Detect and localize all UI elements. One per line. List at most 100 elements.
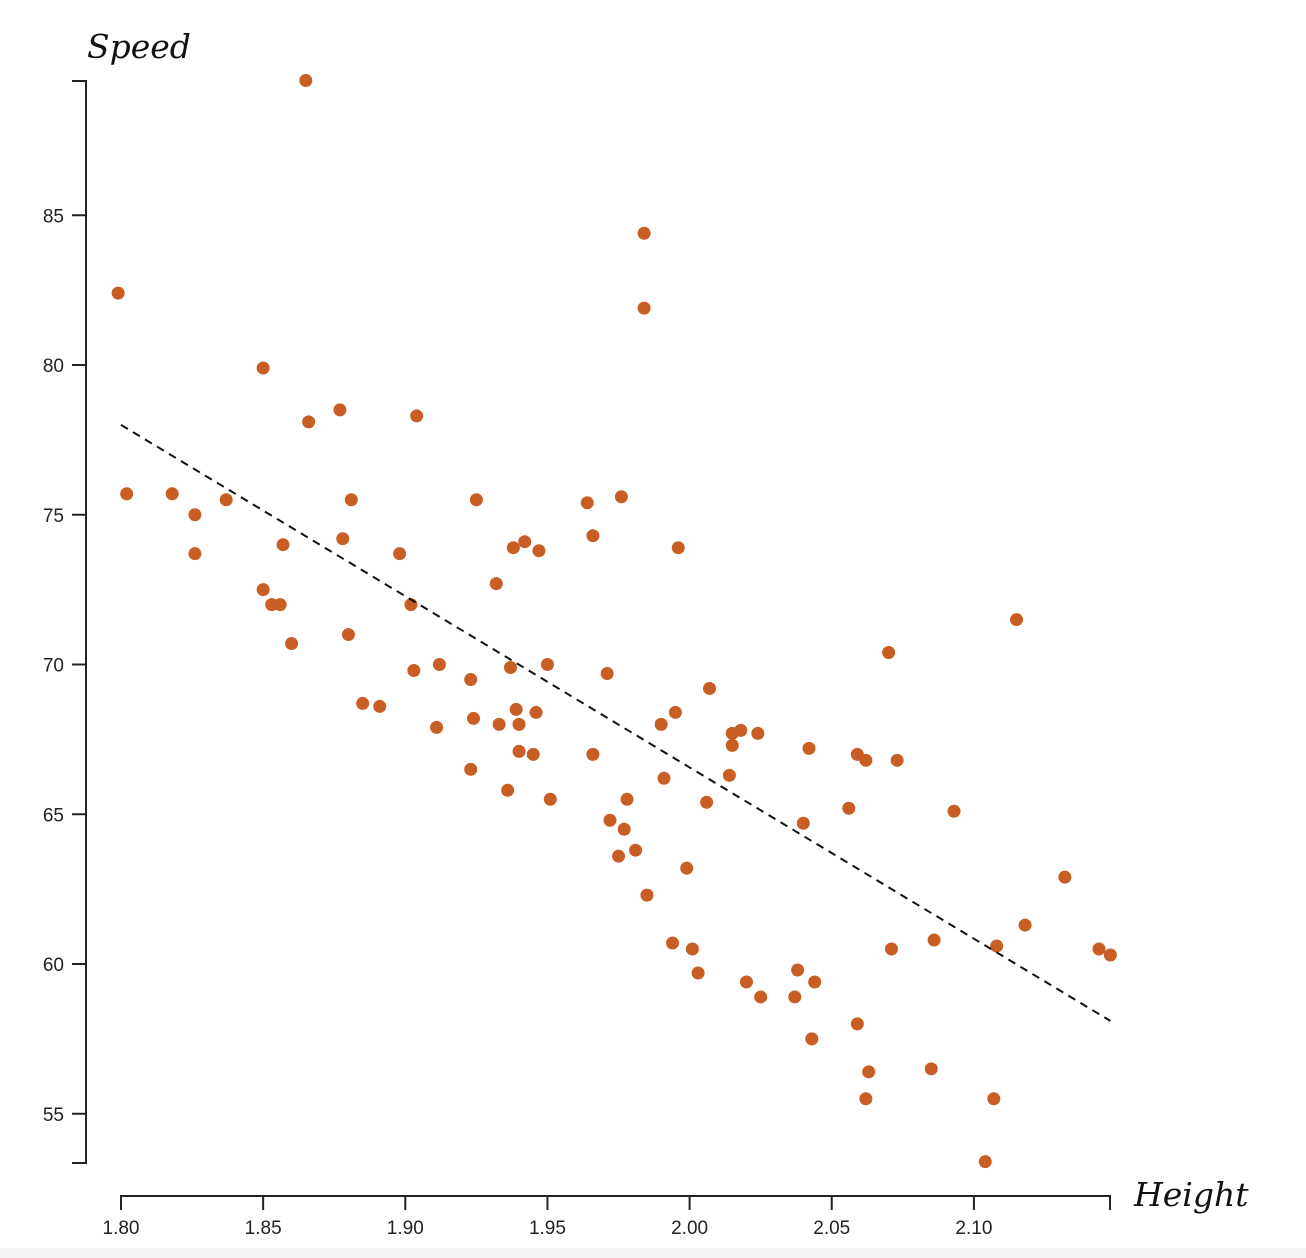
data-point <box>987 1092 1001 1106</box>
data-point <box>518 535 532 549</box>
data-point <box>685 942 699 956</box>
data-point <box>654 717 668 731</box>
data-point <box>859 753 873 767</box>
data-point <box>734 723 748 737</box>
y-ticks: 55 60 65 70 75 80 85 <box>43 206 86 1126</box>
data-point <box>842 801 856 815</box>
data-point <box>1103 948 1117 962</box>
data-point <box>1018 918 1032 932</box>
data-point <box>788 990 802 1004</box>
x-ticks: 1.80 1.85 1.90 1.95 2.00 2.05 2.10 <box>103 1196 992 1239</box>
data-point <box>890 753 904 767</box>
data-point <box>580 496 594 510</box>
data-point <box>299 73 313 87</box>
data-point <box>850 1017 864 1031</box>
data-point <box>802 741 816 755</box>
data-point <box>407 663 421 677</box>
data-point <box>862 1065 876 1079</box>
data-point <box>503 660 517 674</box>
y-axis-title: Speed <box>87 27 191 66</box>
data-point <box>990 939 1004 953</box>
data-point <box>808 975 822 989</box>
data-point <box>111 286 125 300</box>
data-point <box>666 936 680 950</box>
data-point <box>188 508 202 522</box>
data-point <box>640 888 654 902</box>
data-point <box>600 666 614 680</box>
data-point <box>947 804 961 818</box>
data-point <box>796 816 810 830</box>
y-tick-label: 55 <box>43 1105 64 1126</box>
data-point <box>256 583 270 597</box>
data-point <box>754 990 768 1004</box>
data-point <box>492 717 506 731</box>
data-point <box>751 726 765 740</box>
data-point <box>1092 942 1106 956</box>
data-point <box>344 493 358 507</box>
data-point <box>219 493 233 507</box>
x-tick-label: 1.85 <box>245 1218 282 1239</box>
data-point <box>532 544 546 558</box>
data-point <box>302 415 316 429</box>
data-point <box>586 529 600 543</box>
data-point <box>256 361 270 375</box>
data-point <box>1058 870 1072 884</box>
data-point <box>927 933 941 947</box>
data-point <box>700 795 714 809</box>
data-point <box>586 747 600 761</box>
data-point <box>668 705 682 719</box>
x-tick-label: 1.80 <box>103 1218 140 1239</box>
data-point <box>512 744 526 758</box>
data-point <box>791 963 805 977</box>
data-point <box>1010 613 1024 627</box>
y-axis: 55 60 65 70 75 80 85 <box>43 80 87 1164</box>
footer-band <box>0 1248 1306 1258</box>
x-axis: 1.80 1.85 1.90 1.95 2.00 2.05 2.10 <box>103 1195 1111 1239</box>
y-tick-label: 65 <box>43 805 64 826</box>
data-point <box>805 1032 819 1046</box>
y-tick-label: 75 <box>43 506 64 527</box>
data-point <box>612 849 626 863</box>
data-point <box>285 637 299 651</box>
data-point <box>410 409 424 423</box>
data-point <box>614 490 628 504</box>
x-tick-label: 1.95 <box>529 1218 566 1239</box>
x-axis-line <box>120 1195 1111 1210</box>
x-tick-label: 2.00 <box>671 1218 708 1239</box>
data-point <box>629 843 643 857</box>
data-point <box>120 487 134 501</box>
data-point <box>526 747 540 761</box>
y-tick-label: 70 <box>43 656 64 677</box>
data-point <box>333 403 347 417</box>
y-tick-label: 85 <box>43 206 64 227</box>
data-point <box>540 658 554 671</box>
data-point <box>188 547 202 561</box>
data-point <box>637 226 651 240</box>
y-tick-label: 60 <box>43 955 64 976</box>
data-point <box>512 717 526 731</box>
data-point <box>680 861 694 875</box>
data-point <box>501 783 515 797</box>
y-axis-line <box>72 80 87 1164</box>
x-axis-title: Height <box>1133 1175 1249 1214</box>
data-point <box>859 1092 873 1106</box>
data-point <box>882 646 896 660</box>
data-point <box>506 541 520 555</box>
x-tick-label: 2.10 <box>955 1218 992 1239</box>
data-point <box>722 768 736 782</box>
data-point <box>603 813 617 827</box>
data-point <box>341 628 355 642</box>
x-tick-label: 1.90 <box>387 1218 424 1239</box>
x-tick-label: 2.05 <box>813 1218 850 1239</box>
data-point <box>691 966 705 980</box>
data-point <box>464 672 478 686</box>
data-point <box>725 738 739 752</box>
data-point <box>356 696 370 710</box>
data-point <box>273 598 287 612</box>
data-point <box>671 541 685 555</box>
data-point <box>620 792 634 806</box>
data-point <box>509 702 523 716</box>
data-point <box>617 822 631 836</box>
data-point <box>165 487 179 501</box>
